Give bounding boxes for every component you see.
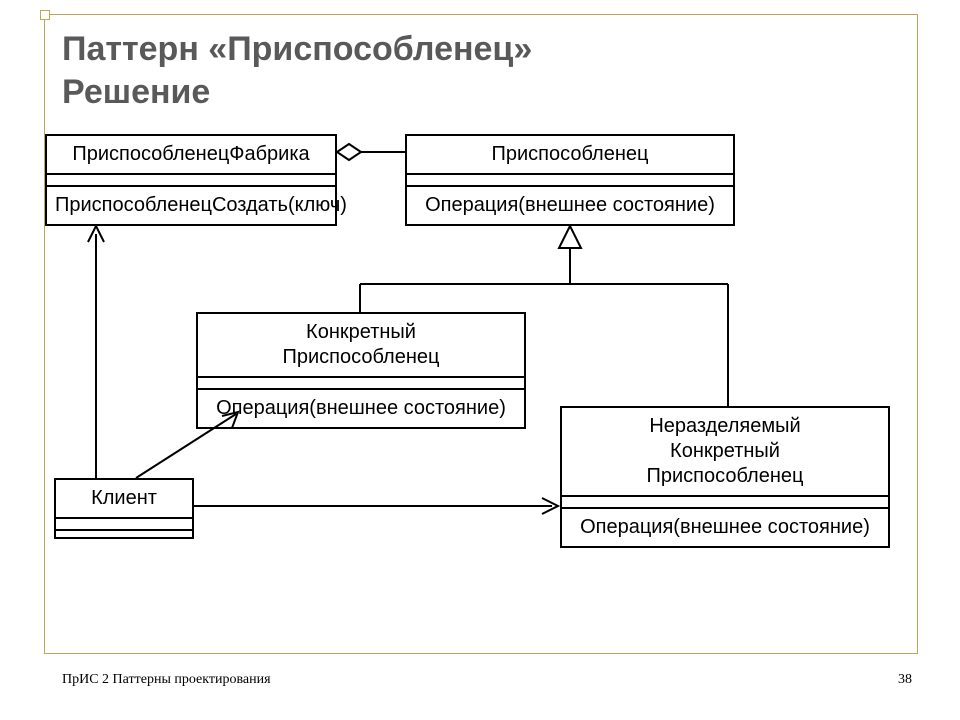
title-line-2: Решение: [62, 73, 210, 111]
class-name: Неразделяемый Конкретный Приспособленец: [562, 408, 888, 497]
class-name: ПриспособленецФабрика: [47, 136, 335, 175]
class-name-line: Неразделяемый: [649, 415, 800, 437]
edge-aggregation: [337, 144, 405, 160]
class-attrs: [198, 378, 524, 390]
class-name: Конкретный Приспособленец: [198, 314, 524, 378]
class-client: Клиент: [54, 478, 194, 539]
edge-client-unshared: [194, 498, 558, 514]
class-name: Приспособленец: [407, 136, 733, 175]
title-line-1: Паттерн «Приспособленец»: [62, 30, 532, 68]
class-factory: ПриспособленецФабрика ПриспособленецСозд…: [45, 134, 337, 226]
class-flyweight: Приспособленец Операция(внешнее состояни…: [405, 134, 735, 226]
class-name-line: Приспособленец: [283, 346, 440, 368]
class-op: Операция(внешнее состояние): [198, 390, 524, 427]
class-attrs: [407, 175, 733, 187]
slide-title: Паттерн «Приспособленец» Решение: [62, 28, 532, 113]
footer-left: ПрИС 2 Паттерны проектирования: [62, 672, 271, 688]
edge-client-factory: [88, 226, 104, 478]
class-attrs: [562, 497, 888, 509]
class-attrs: [56, 519, 192, 531]
class-op: Операция(внешнее состояние): [407, 187, 733, 224]
class-name: Клиент: [56, 480, 192, 519]
class-op: ПриспособленецСоздать(ключ): [47, 187, 335, 224]
class-name-line: Конкретный: [670, 440, 780, 462]
page-number: 38: [898, 672, 912, 688]
class-op: Операция(внешнее состояние): [562, 509, 888, 546]
corner-square: [40, 10, 50, 20]
class-attrs: [47, 175, 335, 187]
class-name-line: Приспособленец: [647, 465, 804, 487]
class-unshared-concrete-flyweight: Неразделяемый Конкретный Приспособленец …: [560, 406, 890, 548]
class-ops-empty: [56, 531, 192, 537]
uml-diagram: ПриспособленецФабрика ПриспособленецСозд…: [40, 134, 920, 644]
class-name-line: Конкретный: [306, 321, 416, 343]
class-concrete-flyweight: Конкретный Приспособленец Операция(внешн…: [196, 312, 526, 429]
